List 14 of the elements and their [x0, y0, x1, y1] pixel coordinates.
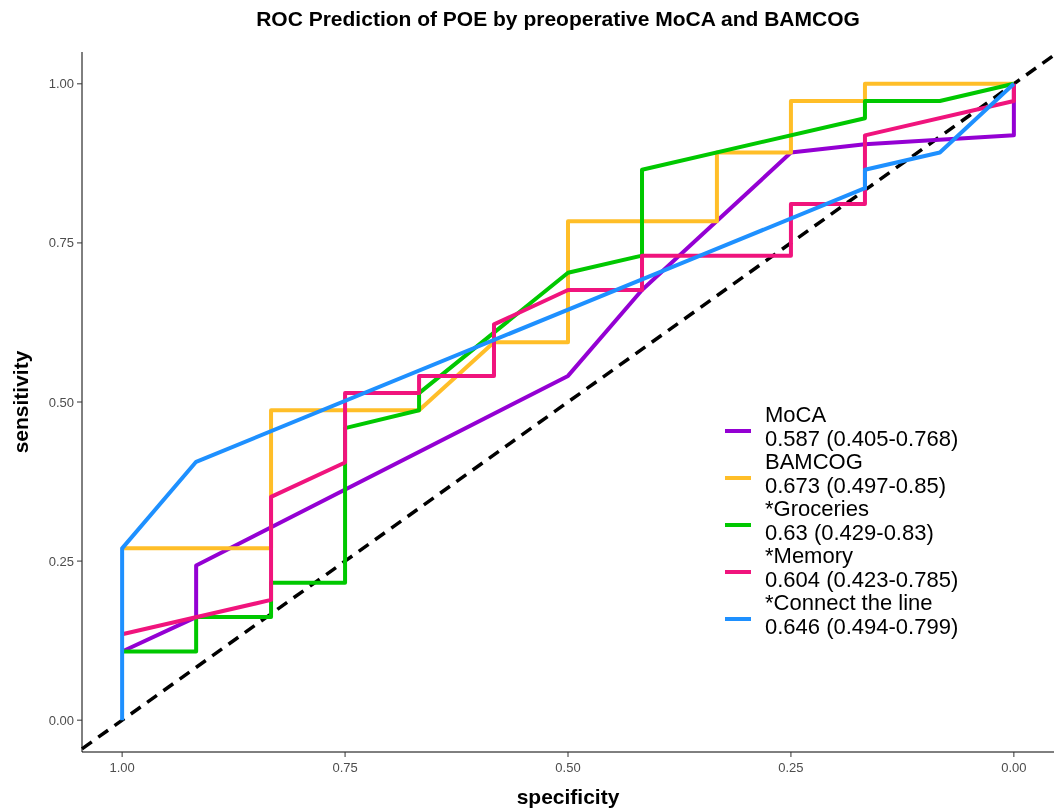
y-tick-label: 0.25 [48, 553, 74, 569]
y-tick-label: 0.00 [48, 712, 74, 728]
x-tick-label: 0.25 [778, 760, 804, 775]
y-tick-label: 1.00 [48, 76, 74, 92]
x-axis-title: specificity [516, 785, 620, 808]
x-tick-label: 1.00 [109, 760, 135, 775]
chart-title: ROC Prediction of POE by preoperative MoCA and BAMCOG [256, 7, 860, 30]
x-tick-label: 0.00 [1001, 760, 1027, 775]
legend-label: MoCA 0.587 (0.405-0.768) [765, 402, 959, 451]
y-tick-label: 0.75 [48, 235, 74, 251]
x-tick-label: 0.50 [555, 760, 581, 775]
y-axis-title: sensitivity [9, 350, 32, 454]
x-tick-label: 0.75 [332, 760, 358, 775]
y-tick-label: 0.50 [48, 394, 74, 410]
